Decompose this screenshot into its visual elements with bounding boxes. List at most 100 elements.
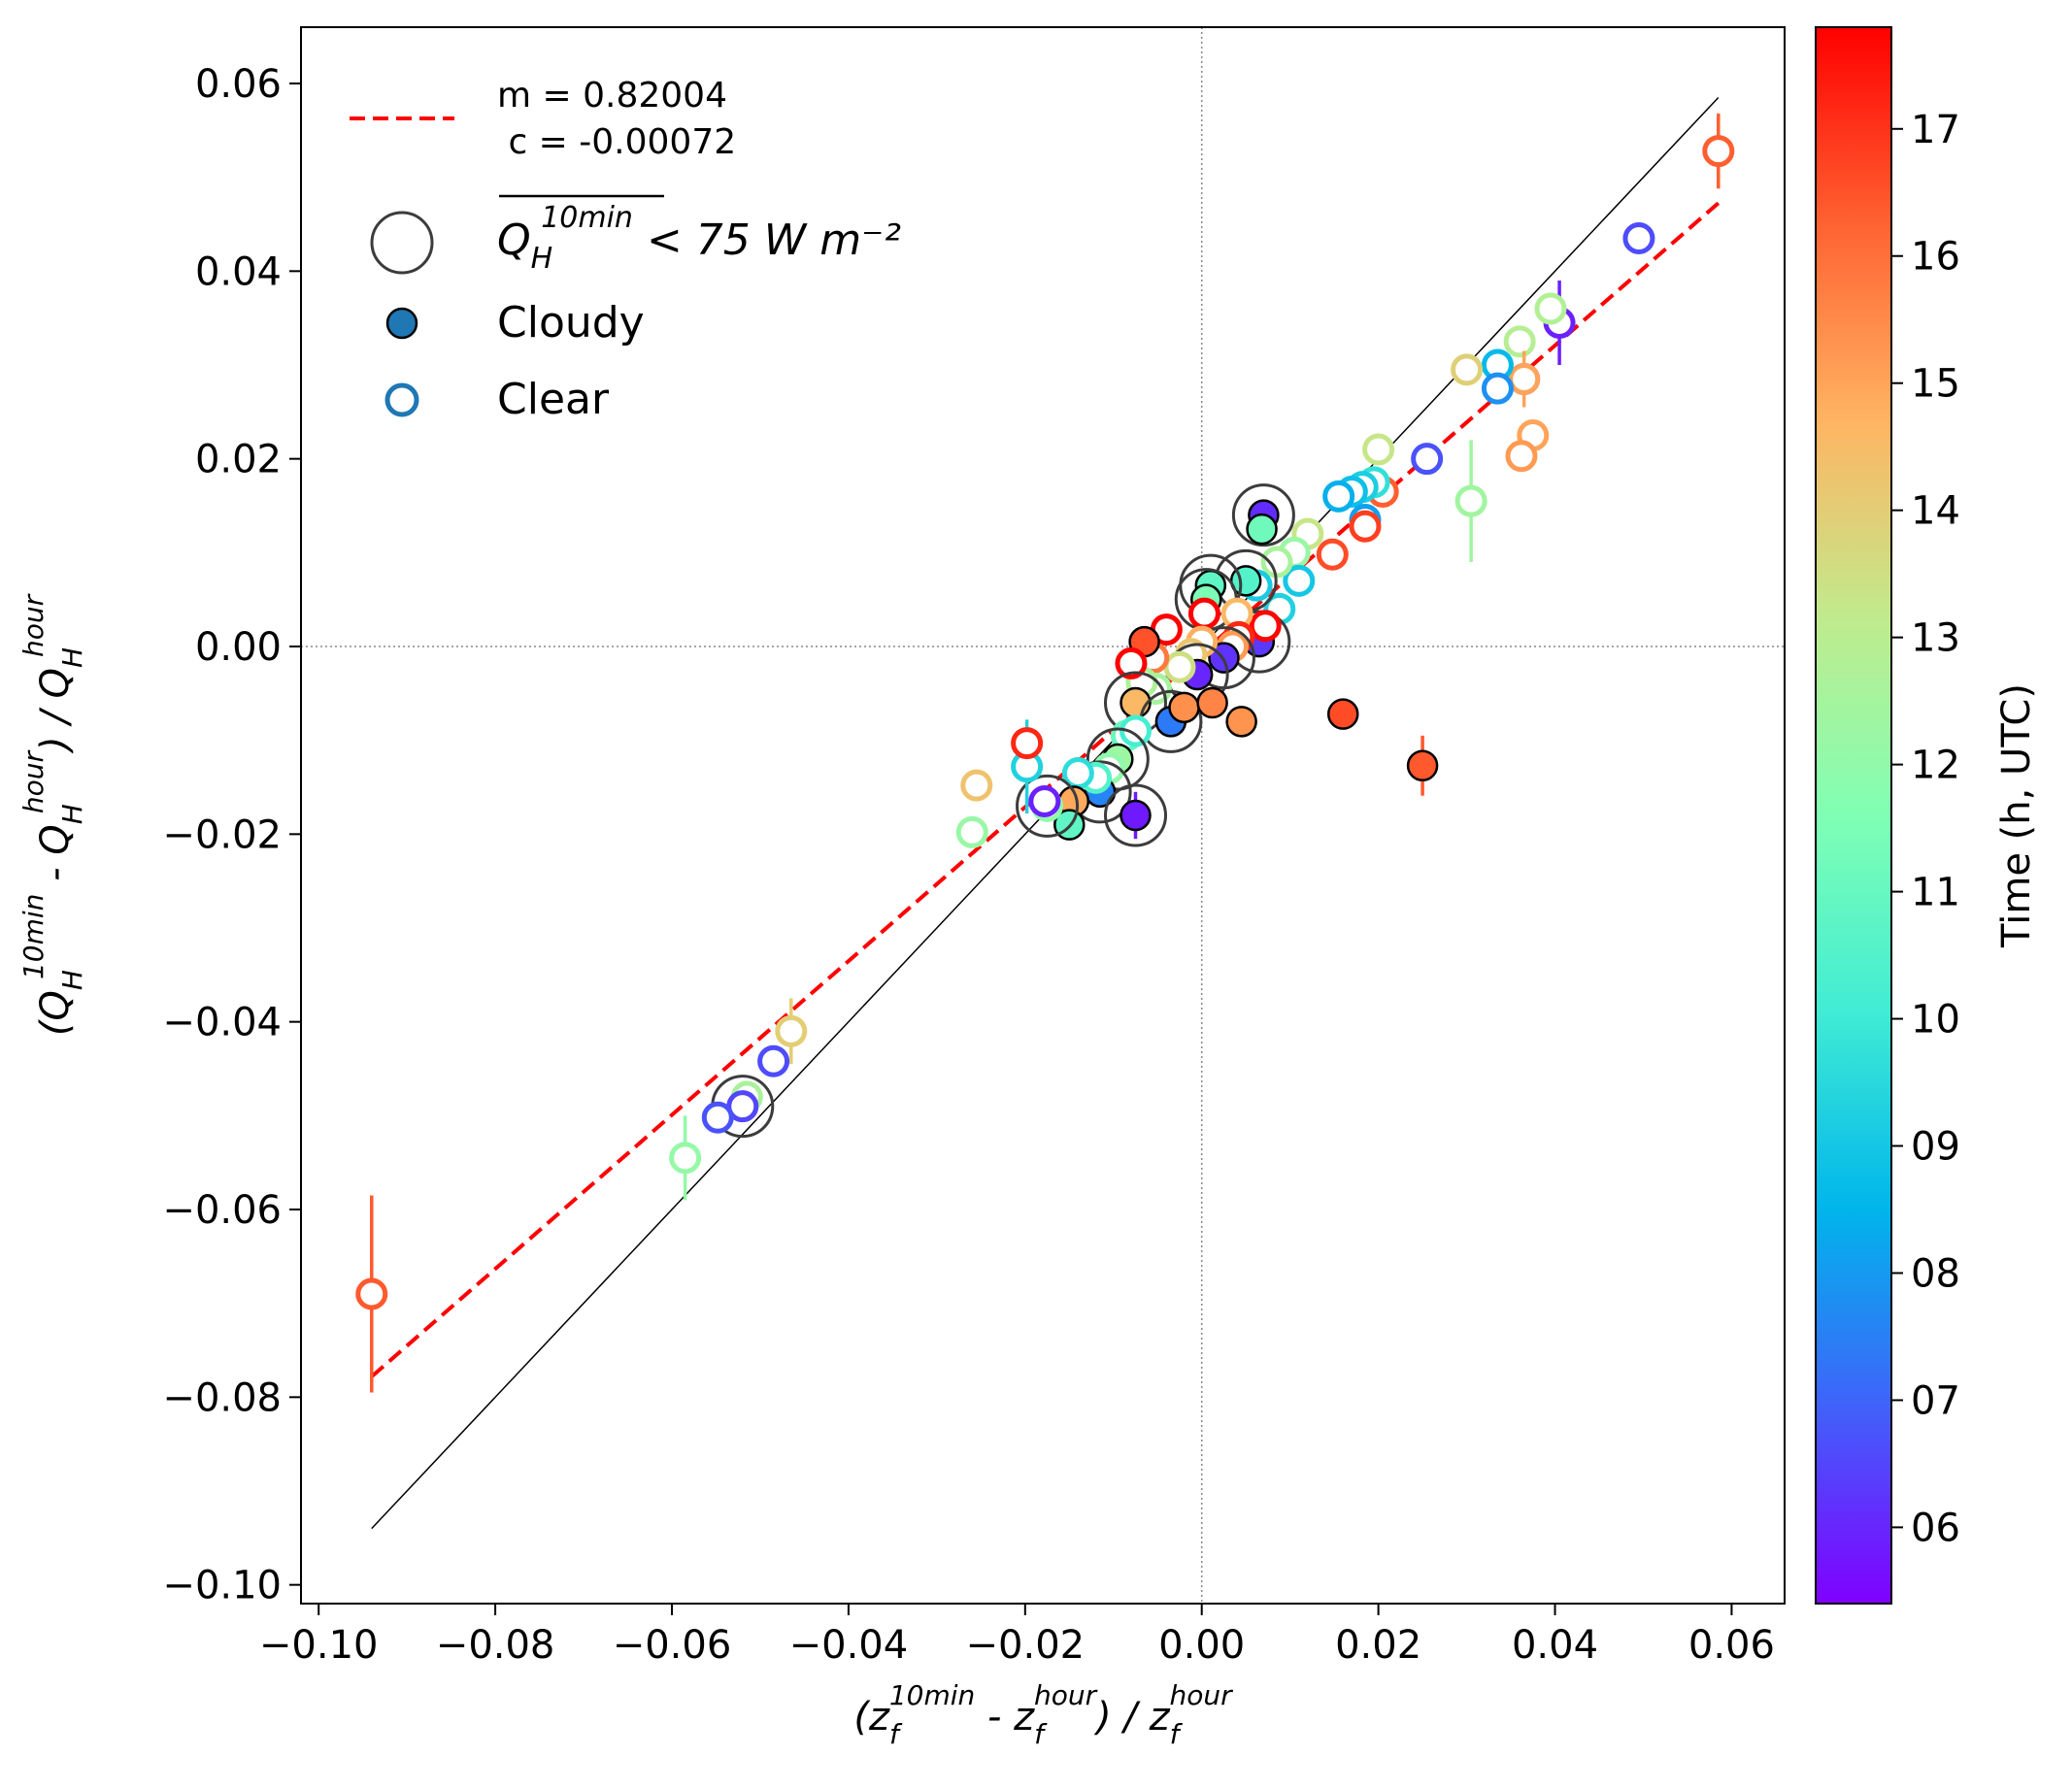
legend-cloudy-swatch	[385, 307, 418, 340]
y-tick-label: −0.08	[162, 1375, 282, 1420]
data-point	[1622, 222, 1655, 254]
colorbar-tick-label: 11	[1911, 871, 1960, 915]
clear-marker	[757, 1044, 790, 1077]
clear-marker	[955, 815, 988, 848]
data-point	[1316, 538, 1349, 571]
low-flux-ring	[1086, 727, 1150, 791]
clear-marker	[1283, 564, 1316, 597]
colorbar-tick-label: 16	[1911, 235, 1960, 280]
clear-marker	[1322, 480, 1355, 513]
data-point	[1362, 433, 1395, 466]
data-point	[1505, 440, 1538, 473]
legend-fit-label-c: c = -0.00072	[497, 122, 736, 162]
cloudy-marker	[1225, 706, 1257, 738]
y-tick-label: −0.06	[162, 1188, 282, 1233]
data-point	[1534, 292, 1567, 325]
data-point	[1702, 113, 1735, 189]
legend: m = 0.82004 c = -0.00072 QH10min < 75 W m…	[350, 76, 901, 424]
clear-marker	[355, 1277, 388, 1310]
data-point	[711, 1075, 775, 1139]
x-tick-label: 0.06	[1688, 1623, 1775, 1668]
low-flux-ring	[1016, 774, 1080, 838]
data-point	[669, 1115, 702, 1201]
colorbar-tick-label: 08	[1911, 1251, 1960, 1296]
data-point	[1011, 727, 1044, 760]
data-point	[955, 815, 988, 848]
x-tick-label: −0.06	[613, 1623, 732, 1668]
colorbar-gradient	[1815, 26, 1892, 1605]
clear-marker	[1061, 757, 1094, 789]
x-tick-label: 0.00	[1158, 1623, 1245, 1668]
clear-marker	[1028, 785, 1061, 817]
plot-frame	[300, 26, 1786, 1605]
colorbar-ticks: 06 07 08 09 10 11 12 13 14 15 16 17	[1891, 108, 1960, 1550]
y-tick-label: 0.00	[195, 625, 282, 670]
clear-marker	[1503, 325, 1536, 358]
data-point	[1411, 443, 1444, 476]
legend-fit-label-m: m = 0.82004	[497, 76, 727, 116]
colorbar-tick-label: 12	[1911, 744, 1960, 788]
data-point	[1196, 686, 1228, 719]
data-point	[1061, 757, 1094, 789]
clear-marker	[1362, 433, 1395, 466]
y-tick-label: −0.04	[162, 1001, 282, 1045]
data-points	[355, 113, 1735, 1393]
data-point	[1249, 610, 1282, 643]
zero-lines	[301, 27, 1785, 1604]
data-point	[1104, 783, 1167, 847]
clear-marker	[1187, 597, 1220, 630]
colorbar-tick-label: 15	[1911, 362, 1960, 407]
clear-marker	[669, 1142, 702, 1175]
data-point	[1283, 564, 1316, 597]
low-flux-ring	[1104, 783, 1167, 847]
data-point	[775, 998, 808, 1065]
clear-marker	[1011, 727, 1044, 760]
clear-marker	[1260, 546, 1293, 579]
data-point	[1503, 325, 1536, 358]
colorbar-tick-label: 07	[1911, 1378, 1960, 1423]
data-point	[1225, 706, 1257, 738]
cloudy-marker	[1326, 698, 1359, 730]
data-point	[1260, 546, 1293, 579]
x-tick-label: 0.02	[1335, 1623, 1421, 1668]
colorbar-tick-label: 09	[1911, 1125, 1960, 1170]
clear-marker	[775, 1014, 808, 1047]
clear-marker	[1163, 650, 1196, 683]
data-point	[1115, 646, 1148, 679]
data-point	[1406, 735, 1439, 796]
plot-area	[300, 26, 1786, 1605]
x-axis-ticks: −0.10 −0.08 −0.06 −0.04 −0.02 0.00 0.02 0.04 0.0…	[259, 1604, 1775, 1668]
clear-marker	[1508, 363, 1541, 395]
clear-marker	[1451, 353, 1484, 386]
data-point	[1322, 480, 1355, 513]
y-tick-label: 0.04	[195, 249, 282, 294]
clear-marker	[1702, 135, 1735, 168]
colorbar-tick-label: 14	[1911, 489, 1960, 534]
legend-low-flux-label: QH10min < 75 W m⁻²	[497, 201, 901, 276]
data-point	[355, 1195, 388, 1393]
x-axis-label: (zf10min - zfhour) / zfhour	[853, 1679, 1233, 1750]
clear-marker	[701, 1101, 734, 1134]
clear-marker	[1316, 538, 1349, 571]
y-axis-ticks: −0.10 −0.08 −0.06 −0.04 −0.02 0.00 0.02 0.04 0.0…	[162, 62, 301, 1608]
data-point	[1163, 650, 1196, 683]
data-point	[1454, 440, 1487, 562]
x-tick-label: −0.10	[259, 1623, 379, 1668]
data-point	[1508, 350, 1541, 408]
data-point	[1120, 714, 1152, 747]
colorbar-tick-label: 13	[1911, 616, 1960, 661]
x-tick-label: 0.04	[1512, 1623, 1598, 1668]
cloudy-marker	[1120, 799, 1152, 832]
colorbar: 06 07 08 09 10 11 12 13 14 15 16 17 Time (h, UTC)	[1815, 26, 2039, 1605]
cloudy-marker	[1246, 513, 1278, 546]
data-point	[960, 769, 993, 802]
colorbar-tick-label: 17	[1911, 108, 1960, 152]
y-tick-label: −0.02	[162, 812, 282, 857]
y-tick-label: −0.10	[162, 1564, 282, 1608]
x-tick-label: −0.08	[436, 1623, 555, 1668]
legend-clear-label: Clear	[497, 375, 610, 424]
data-point	[1028, 785, 1061, 817]
data-point	[1481, 372, 1514, 405]
colorbar-label: Time (h, UTC)	[1994, 683, 2039, 948]
